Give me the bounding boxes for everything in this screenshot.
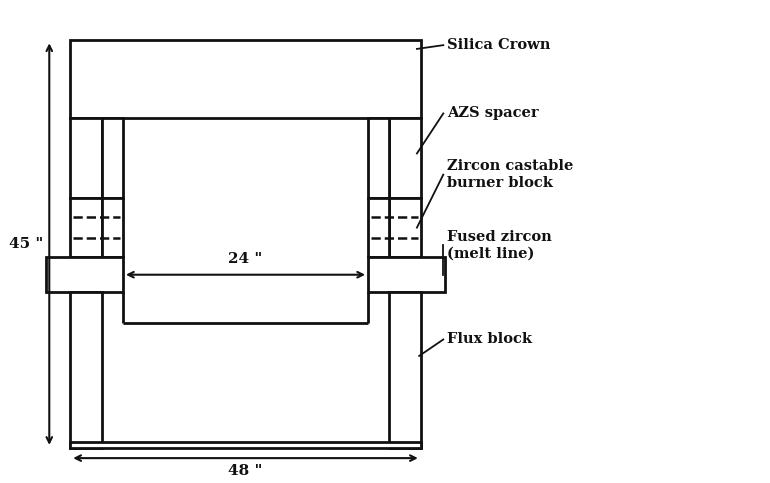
Text: 48 ": 48 " [228,464,263,478]
Text: Silica Crown: Silica Crown [447,38,551,52]
Bar [70,41,420,118]
Bar [70,442,420,448]
Text: Flux block: Flux block [447,332,532,346]
Bar [389,198,420,257]
Text: AZS spacer: AZS spacer [447,106,539,120]
Bar [368,198,389,257]
Text: 45 ": 45 " [9,237,43,251]
Bar [102,198,123,257]
Bar [102,118,123,198]
Bar [70,118,102,198]
Bar [70,292,102,448]
Bar [389,292,420,448]
Text: Zircon castable
burner block: Zircon castable burner block [447,159,574,190]
Bar [389,118,420,198]
Bar [368,257,445,292]
Bar [46,257,123,292]
Bar [368,118,389,198]
Text: 24 ": 24 " [229,252,263,266]
Text: Fused zircon
(melt line): Fused zircon (melt line) [447,229,552,261]
Bar [70,198,102,257]
